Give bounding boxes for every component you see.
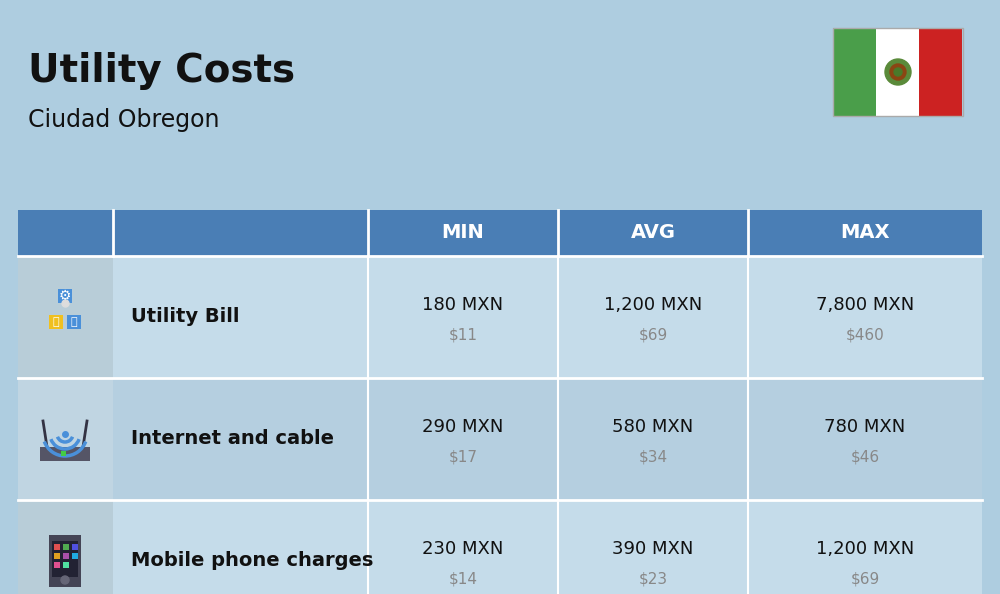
- Bar: [18, 378, 113, 500]
- Bar: [113, 256, 982, 378]
- Text: 7,800 MXN: 7,800 MXN: [816, 296, 914, 314]
- Text: $14: $14: [448, 571, 478, 586]
- Bar: [54, 553, 60, 559]
- Text: 290 MXN: 290 MXN: [422, 418, 504, 436]
- Text: $23: $23: [638, 571, 668, 586]
- Bar: [558, 210, 748, 256]
- Text: 1,200 MXN: 1,200 MXN: [816, 540, 914, 558]
- Bar: [113, 378, 982, 500]
- Text: Ciudad Obregon: Ciudad Obregon: [28, 108, 220, 132]
- Text: AVG: AVG: [631, 223, 676, 242]
- Bar: [833, 28, 876, 116]
- Text: $17: $17: [448, 450, 478, 465]
- Bar: [18, 210, 113, 256]
- Text: 🔌: 🔌: [53, 317, 59, 327]
- Text: $69: $69: [850, 571, 880, 586]
- Bar: [49, 535, 81, 587]
- Text: MAX: MAX: [840, 223, 890, 242]
- Bar: [18, 500, 113, 594]
- Bar: [49, 315, 63, 329]
- Text: 230 MXN: 230 MXN: [422, 540, 504, 558]
- Bar: [63, 544, 69, 550]
- Text: 780 MXN: 780 MXN: [824, 418, 906, 436]
- Text: $69: $69: [638, 327, 668, 343]
- Text: $11: $11: [448, 327, 478, 343]
- Bar: [368, 210, 558, 256]
- Bar: [61, 451, 66, 456]
- Bar: [63, 553, 69, 559]
- Bar: [919, 28, 962, 116]
- Text: 580 MXN: 580 MXN: [612, 418, 694, 436]
- Text: 390 MXN: 390 MXN: [612, 540, 694, 558]
- Text: Utility Costs: Utility Costs: [28, 52, 295, 90]
- Bar: [113, 500, 982, 594]
- Text: ⚙: ⚙: [59, 289, 71, 303]
- Bar: [72, 544, 78, 550]
- Circle shape: [885, 59, 911, 85]
- Bar: [63, 562, 69, 568]
- Bar: [18, 256, 113, 378]
- Circle shape: [894, 68, 902, 76]
- Bar: [876, 28, 919, 116]
- Text: Mobile phone charges: Mobile phone charges: [131, 551, 373, 570]
- Bar: [67, 315, 81, 329]
- Bar: [748, 210, 982, 256]
- Text: $46: $46: [850, 450, 880, 465]
- Text: Utility Bill: Utility Bill: [131, 308, 240, 327]
- Bar: [54, 544, 60, 550]
- Bar: [72, 553, 78, 559]
- Bar: [52, 541, 78, 577]
- Text: $460: $460: [846, 327, 884, 343]
- Bar: [833, 28, 963, 116]
- Bar: [40, 447, 90, 461]
- Text: 1,200 MXN: 1,200 MXN: [604, 296, 702, 314]
- Text: MIN: MIN: [442, 223, 484, 242]
- Bar: [54, 562, 60, 568]
- Text: 💧: 💧: [71, 317, 77, 327]
- Bar: [58, 289, 72, 303]
- Text: $34: $34: [638, 450, 668, 465]
- Text: Internet and cable: Internet and cable: [131, 429, 334, 448]
- Text: 180 MXN: 180 MXN: [422, 296, 504, 314]
- Bar: [113, 210, 368, 256]
- Circle shape: [61, 576, 69, 584]
- Circle shape: [890, 64, 906, 80]
